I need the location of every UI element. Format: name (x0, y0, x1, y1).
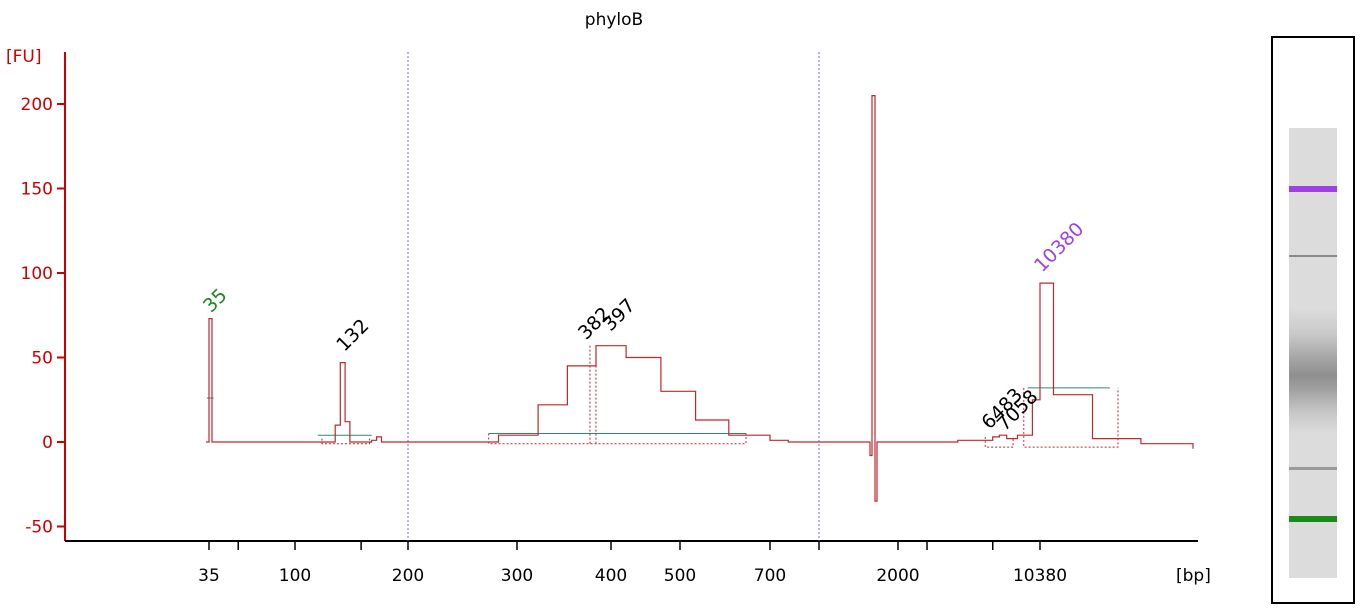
y-tick-label: 150 (21, 180, 53, 200)
chart-axes (64, 52, 1198, 542)
integration-box (1023, 387, 1119, 448)
peak-integration-marks (206, 345, 1119, 448)
x-tick-label: 400 (595, 566, 627, 586)
gel-strip (1289, 128, 1337, 578)
peak-label: 132 (332, 315, 373, 356)
x-tick-label: 35 (198, 566, 220, 586)
peak-label: 397 (599, 294, 640, 335)
x-tick-label: 100 (279, 566, 311, 586)
y-tick-label: -50 (25, 518, 53, 538)
integration-box (321, 438, 371, 445)
chart-title: phyloB (585, 10, 643, 30)
x-tick-label: 300 (501, 566, 533, 586)
integration-box (984, 436, 1014, 448)
y-axis-label: [FU] (6, 47, 42, 67)
integration-box (488, 433, 747, 445)
x-axis-label: [bp] (1176, 566, 1211, 586)
gel-band-lower-band (1289, 467, 1337, 470)
y-axis-ticks: 200 150 100 50 0 -50 (21, 95, 65, 538)
y-tick-label: 100 (21, 264, 53, 284)
gel-lane (1271, 36, 1355, 604)
x-tick-label: 700 (754, 566, 786, 586)
x-tick-label: 200 (392, 566, 424, 586)
gel-band-lower-marker (1289, 516, 1337, 522)
region-dividers (407, 52, 820, 541)
trace-line (206, 94, 1194, 502)
y-tick-label: 0 (42, 433, 53, 453)
peak-label: 10380 (1030, 218, 1088, 276)
x-tick-label: 2000 (876, 566, 919, 586)
trace-series (206, 94, 1194, 502)
x-axis-ticks: 35 100 200 300 400 500 700 2000 10380 (198, 541, 1067, 586)
gel-band-upper-marker (1289, 186, 1337, 192)
gel-band-mid-band (1289, 255, 1337, 257)
y-tick-label: 200 (21, 95, 53, 115)
x-tick-label: 10380 (1013, 566, 1067, 586)
peak-label: 35 (199, 284, 232, 317)
x-tick-label: 500 (664, 566, 696, 586)
y-tick-label: 50 (31, 349, 53, 369)
